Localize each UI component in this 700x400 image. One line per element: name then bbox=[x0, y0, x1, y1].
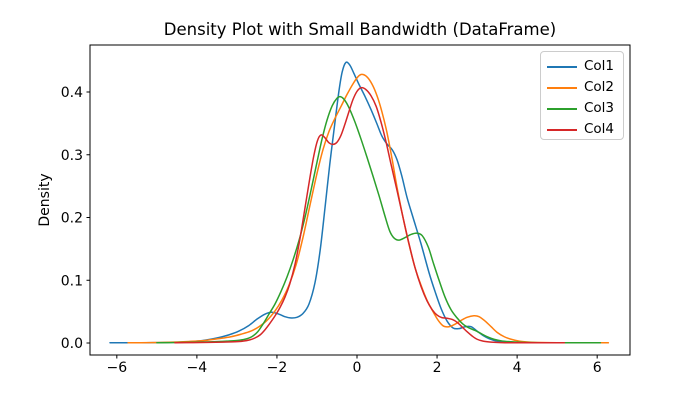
y-tick-label: 0.1 bbox=[61, 273, 83, 289]
x-tick-label: 2 bbox=[433, 360, 442, 376]
x-tick-label: −4 bbox=[187, 360, 208, 376]
legend-label: Col2 bbox=[584, 78, 615, 95]
density-curve-col2 bbox=[127, 73, 610, 344]
legend-label: Col3 bbox=[584, 99, 615, 116]
x-tick-label: 0 bbox=[353, 360, 362, 376]
x-tick-label: −6 bbox=[106, 360, 127, 376]
y-axis-label: Density bbox=[37, 173, 53, 227]
y-tick-label: 0.4 bbox=[61, 85, 83, 101]
y-tick-label: 0.3 bbox=[61, 148, 83, 164]
x-tick-label: −2 bbox=[267, 360, 288, 376]
legend-line-sample bbox=[547, 107, 577, 110]
legend: Col1 Col2 Col3 Col4 bbox=[540, 51, 624, 140]
chart-title: Density Plot with Small Bandwidth (DataF… bbox=[163, 20, 557, 39]
legend-item-col1: Col1 bbox=[547, 56, 617, 77]
x-tick-label: 6 bbox=[593, 360, 602, 376]
legend-line-sample bbox=[547, 65, 577, 68]
legend-item-col4: Col4 bbox=[547, 119, 617, 140]
legend-line-sample bbox=[547, 128, 577, 131]
plot-frame bbox=[89, 44, 631, 356]
density-curve-col3 bbox=[156, 95, 602, 344]
legend-item-col2: Col2 bbox=[547, 77, 617, 98]
density-curve-col1 bbox=[109, 61, 522, 344]
y-tick-label: 0.2 bbox=[61, 211, 83, 227]
legend-item-col3: Col3 bbox=[547, 98, 617, 119]
legend-label: Col4 bbox=[584, 120, 615, 137]
legend-label: Col1 bbox=[584, 57, 615, 74]
legend-line-sample bbox=[547, 86, 577, 89]
x-tick-label: 4 bbox=[513, 360, 522, 376]
y-tick-label: 0.0 bbox=[61, 336, 83, 352]
density-curve-col4 bbox=[174, 86, 566, 344]
